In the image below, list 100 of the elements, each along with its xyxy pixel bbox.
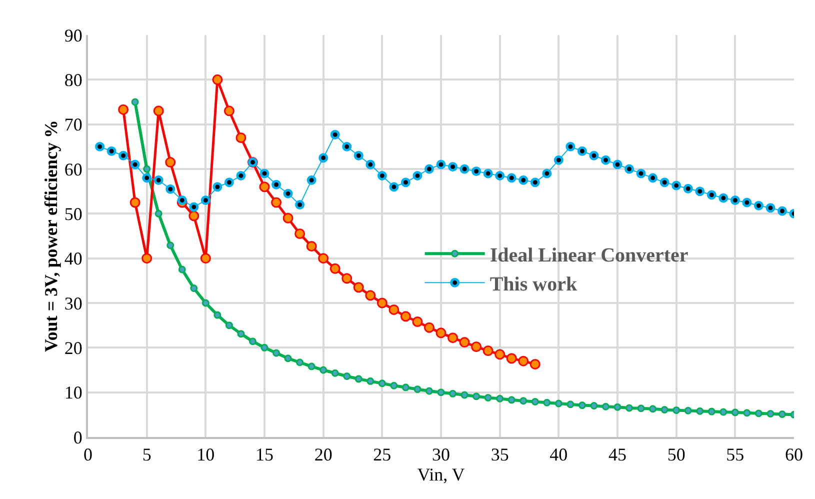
point (388, 304, 400, 315)
point (520, 397, 528, 405)
point (353, 282, 364, 293)
x-tick-label: 45 (608, 444, 626, 465)
point (130, 197, 140, 208)
point (648, 173, 658, 183)
point (448, 162, 458, 172)
point (365, 290, 376, 301)
point (766, 203, 776, 213)
point (460, 164, 470, 174)
point (331, 369, 339, 377)
point (366, 377, 374, 385)
legend-label: This work (490, 273, 578, 296)
point (260, 168, 270, 178)
point (614, 403, 622, 411)
point (742, 198, 752, 208)
point (506, 173, 516, 183)
point (212, 182, 222, 192)
point (330, 263, 340, 274)
point (212, 74, 223, 85)
y-tick-label: 10 (64, 382, 82, 403)
point (142, 173, 152, 183)
point (118, 104, 129, 115)
point (482, 346, 494, 356)
point (294, 228, 306, 240)
point (248, 338, 256, 346)
point (283, 188, 293, 198)
point (460, 391, 468, 399)
point (95, 142, 105, 152)
point (354, 375, 362, 383)
point (660, 178, 670, 188)
point (166, 184, 176, 194)
point (389, 182, 399, 192)
point (202, 299, 210, 307)
point (530, 178, 540, 188)
point (318, 253, 329, 264)
point (577, 146, 587, 156)
point (424, 164, 434, 174)
point (483, 168, 493, 178)
point (214, 311, 222, 319)
point (672, 406, 680, 414)
point (130, 160, 140, 170)
y-axis-title: Vout = 3V, power efficiency % (41, 120, 62, 352)
point (224, 178, 234, 188)
point (672, 180, 682, 190)
point (448, 332, 458, 344)
point (200, 253, 211, 264)
point (412, 316, 423, 328)
x-tick-label: 40 (550, 444, 568, 465)
point (154, 175, 164, 185)
point (542, 168, 552, 178)
point (459, 337, 470, 348)
point (377, 170, 387, 180)
point (449, 390, 457, 398)
point (376, 298, 388, 308)
point (237, 330, 245, 338)
point (554, 400, 562, 408)
x-tick-label: 5 (142, 444, 152, 465)
y-tick-label: 30 (64, 293, 82, 314)
x-tick-label: 20 (314, 444, 332, 465)
x-axis-title: Vin, V (417, 464, 465, 485)
point (660, 406, 668, 414)
point (495, 170, 505, 180)
point (178, 266, 186, 274)
point (649, 405, 657, 413)
point (153, 106, 164, 116)
point (188, 210, 200, 222)
point (342, 273, 352, 284)
point (778, 410, 786, 418)
point (471, 342, 482, 352)
point (236, 170, 246, 180)
point (200, 196, 210, 206)
point (718, 193, 728, 203)
point (224, 106, 234, 116)
point (177, 196, 187, 206)
point (484, 394, 492, 402)
point (566, 142, 576, 152)
point (720, 408, 728, 416)
point (518, 175, 528, 185)
point (754, 410, 762, 418)
point (743, 409, 751, 417)
point (190, 284, 198, 292)
point (637, 404, 645, 412)
point (318, 153, 328, 163)
point (402, 384, 410, 392)
point (731, 408, 739, 416)
point (600, 155, 610, 165)
point (131, 98, 139, 106)
point (531, 398, 539, 406)
point (578, 402, 586, 410)
point (602, 402, 610, 410)
point (777, 206, 787, 216)
point (626, 404, 634, 412)
legend-label: Ideal Linear Converter (490, 244, 688, 266)
point (590, 402, 598, 410)
point (343, 372, 351, 380)
point (766, 410, 774, 418)
point (414, 385, 422, 393)
point (320, 366, 328, 374)
point (708, 408, 716, 416)
